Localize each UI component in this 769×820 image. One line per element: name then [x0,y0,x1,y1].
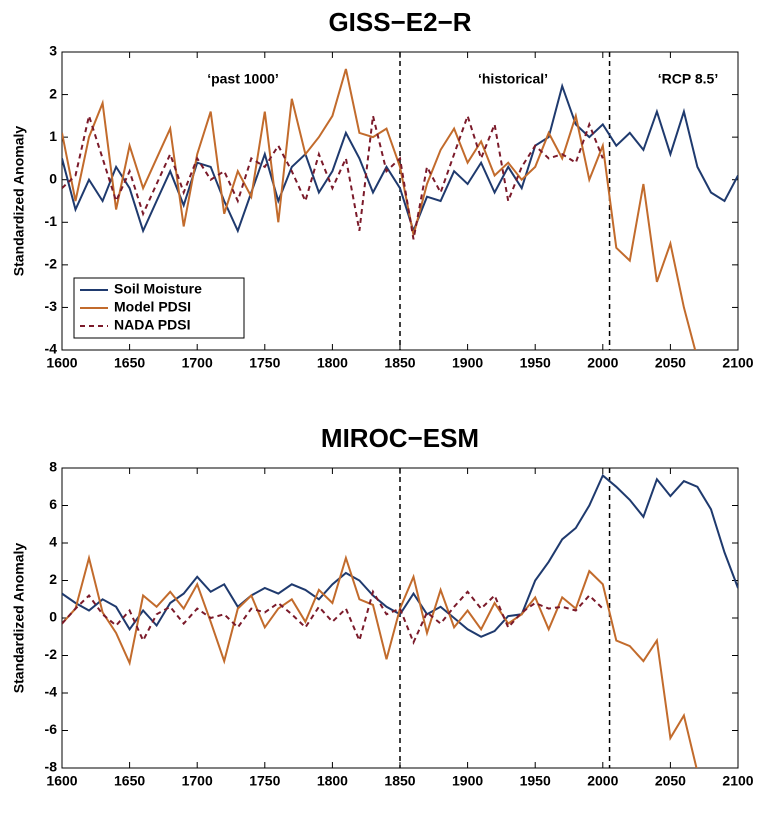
x-tick-label: 1650 [114,773,145,789]
y-tick-label: -4 [45,684,58,700]
x-tick-label: 1600 [46,773,77,789]
y-axis-label: Standardized Anomaly [11,126,27,277]
x-tick-label: 1700 [182,355,213,371]
series-line [62,554,698,768]
y-tick-label: -2 [45,256,58,272]
annotation: ‘historical’ [478,71,548,87]
y-tick-label: 3 [49,43,57,59]
series-line [62,68,697,350]
y-tick-label: -1 [45,213,58,229]
x-tick-label: 2050 [655,773,686,789]
x-tick-label: 1800 [317,773,348,789]
x-tick-label: 2000 [587,773,618,789]
y-tick-label: -4 [45,341,58,357]
plot-area [62,52,738,350]
y-tick-label: 1 [49,128,57,144]
x-tick-label: 1650 [114,355,145,371]
x-tick-label: 1700 [182,773,213,789]
y-tick-label: -2 [45,646,58,662]
x-tick-label: 1750 [249,355,280,371]
y-tick-label: -6 [45,721,58,737]
chart-title: MIROC−ESM [321,423,479,453]
y-tick-label: 2 [49,571,57,587]
x-tick-label: 2100 [722,355,753,371]
x-tick-label: 1750 [249,773,280,789]
y-tick-label: -8 [45,759,58,775]
plot-area [62,468,738,768]
x-tick-label: 1900 [452,355,483,371]
x-tick-label: 1950 [520,355,551,371]
series-line [62,82,738,234]
x-tick-label: 1900 [452,773,483,789]
chart-title: GISS−E2−R [328,7,471,37]
x-tick-label: 1600 [46,355,77,371]
legend-label: Soil Moisture [114,281,202,297]
annotation: ‘RCP 8.5’ [658,71,718,87]
y-tick-label: 2 [49,85,57,101]
y-tick-label: 0 [49,609,57,625]
y-tick-label: 0 [49,170,57,186]
annotation: ‘past 1000’ [207,71,279,87]
x-tick-label: 1850 [384,355,415,371]
legend-label: NADA PDSI [114,317,191,333]
series-line [62,473,738,638]
x-tick-label: 1950 [520,773,551,789]
series-line [62,589,604,645]
y-tick-label: 4 [49,534,57,550]
y-tick-label: 8 [49,459,57,475]
legend-label: Model PDSI [114,299,191,315]
x-tick-label: 2000 [587,355,618,371]
y-tick-label: -3 [45,298,58,314]
x-tick-label: 2050 [655,355,686,371]
series-line [62,112,604,240]
x-tick-label: 1800 [317,355,348,371]
x-tick-label: 1850 [384,773,415,789]
y-tick-label: 6 [49,496,57,512]
x-tick-label: 2100 [722,773,753,789]
y-axis-label: Standardized Anomaly [11,543,27,694]
